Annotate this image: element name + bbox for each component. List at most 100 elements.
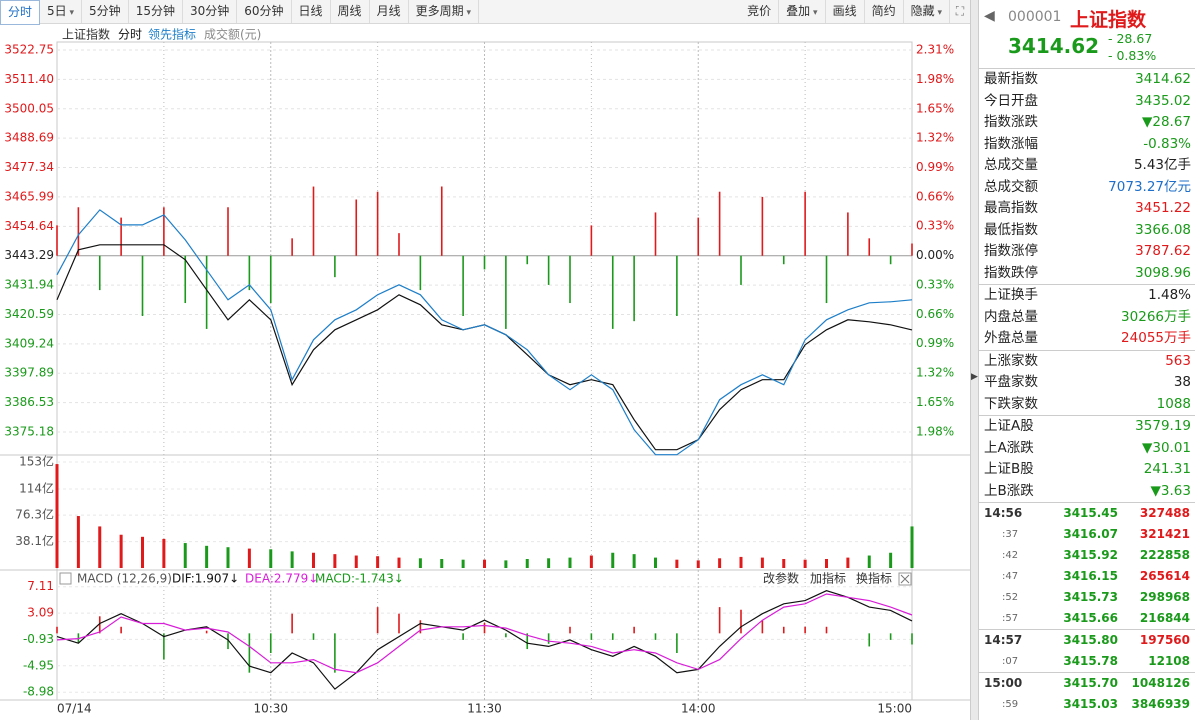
- period-button[interactable]: 60分钟: [237, 0, 292, 23]
- volume-bar: [333, 554, 337, 568]
- volume-bar: [247, 548, 251, 568]
- y2-tick-label: 1.32%: [916, 366, 954, 380]
- stat-value: 1.48%: [1148, 287, 1191, 303]
- volume-bar: [547, 558, 551, 568]
- period-button[interactable]: 15分钟: [129, 0, 183, 23]
- y2-tick-label: 1.98%: [916, 72, 954, 86]
- volume-bar: [760, 557, 764, 568]
- volume-bar: [55, 464, 59, 568]
- stat-row: 上B涨跌 ▼3.63: [978, 481, 1195, 503]
- stat-row: 上证换手 1.48%: [978, 285, 1195, 307]
- volume-bar: [205, 545, 209, 568]
- period-button[interactable]: 更多周期: [409, 0, 479, 23]
- stat-label: 今日开盘: [984, 92, 1038, 109]
- legend-entry: 领先指标: [148, 27, 196, 42]
- tool-button[interactable]: 竞价: [740, 0, 780, 23]
- stat-group: 上证换手 1.48% 内盘总量 30266万手 外盘总量 24055万手: [978, 285, 1195, 351]
- tool-button[interactable]: 简约: [865, 0, 904, 23]
- stat-label: 指数涨幅: [984, 135, 1038, 152]
- volume-bar: [568, 557, 572, 568]
- trade-price: 3415.73: [1063, 590, 1118, 604]
- indicator-button[interactable]: 加指标: [810, 571, 846, 586]
- indicator-button[interactable]: 换指标: [856, 571, 892, 586]
- stat-value: 5.43亿手: [1133, 157, 1191, 173]
- trade-volume: 321421: [1139, 527, 1190, 541]
- y-tick-label: 7.11: [27, 579, 54, 593]
- tool-button[interactable]: 画线: [826, 0, 865, 23]
- period-button[interactable]: 5分钟: [82, 0, 129, 23]
- y2-tick-label: 1.65%: [916, 395, 954, 409]
- volume-bar: [440, 558, 444, 568]
- trade-volume: 327488: [1139, 506, 1190, 520]
- volume-bar: [354, 555, 358, 568]
- stat-value: 3451.22: [1135, 200, 1191, 216]
- volume-bar: [589, 555, 593, 568]
- spacer: [479, 0, 740, 23]
- trade-row: :59 3415.03 3846939: [978, 694, 1195, 715]
- trade-time: 14:56: [984, 506, 1023, 520]
- stat-row: 指数涨跌 ▼28.67: [978, 112, 1195, 134]
- trade-volume: 298968: [1139, 590, 1190, 604]
- tool-button[interactable]: 叠加: [779, 0, 826, 23]
- stat-value: 3366.08: [1135, 221, 1191, 238]
- trade-time: :59: [1002, 699, 1019, 710]
- y-tick-label: 3454.64: [4, 219, 54, 233]
- macd-value: DIF:1.907↓: [172, 572, 239, 586]
- y2-tick-label: 1.32%: [916, 131, 954, 145]
- volume-bar: [504, 560, 508, 568]
- y-tick-label: 3386.53: [4, 395, 54, 409]
- stat-value: ▼30.01: [1141, 439, 1191, 456]
- y2-tick-label: 0.99%: [916, 160, 954, 174]
- stat-value: ▼28.67: [1141, 114, 1191, 130]
- stat-label: 上证B股: [984, 461, 1034, 477]
- volume-bar: [889, 552, 893, 568]
- stat-value: 1088: [1156, 395, 1191, 412]
- y2-tick-label: 0.00%: [916, 248, 954, 262]
- volume-bar: [654, 557, 657, 568]
- toolbar: 分时5日5分钟15分钟30分钟60分钟日线周线月线更多周期 竞价叠加画线简约隐藏 ⛶: [0, 0, 970, 25]
- trade-time: :42: [1002, 550, 1019, 561]
- period-button[interactable]: 周线: [331, 0, 370, 23]
- trade-time: :57: [1002, 613, 1019, 624]
- quote-panel: ◀ 000001 上证指数 3414.62 - 28.67 - 0.83% 最新…: [978, 0, 1195, 720]
- stat-row: 上A涨跌 ▼30.01: [978, 438, 1195, 460]
- period-button[interactable]: 30分钟: [183, 0, 238, 23]
- trade-time: :47: [1002, 571, 1019, 582]
- volume-bar: [183, 543, 187, 568]
- indicator-button[interactable]: 改参数: [763, 571, 799, 586]
- volume-bar: [226, 547, 230, 568]
- period-button[interactable]: 日线: [292, 0, 331, 23]
- collapse-strip[interactable]: ▶: [970, 0, 979, 720]
- macd-line: [56, 593, 913, 674]
- settings-icon: [59, 572, 72, 585]
- volume-bar: [846, 557, 850, 568]
- trade-price: 3415.92: [1063, 548, 1118, 562]
- stat-label: 最低指数: [984, 221, 1038, 238]
- trade-row: 14:57 3415.80 197560: [978, 629, 1195, 651]
- trade-volume: 216844: [1139, 611, 1190, 625]
- period-button[interactable]: 月线: [370, 0, 409, 23]
- volume-bar: [269, 549, 273, 568]
- stat-label: 平盘家数: [984, 374, 1038, 390]
- y-tick-label: 3397.89: [4, 366, 54, 380]
- stat-group: 上证A股 3579.19 上A涨跌 ▼30.01 上证B股 241.31 上B涨跌 ▼3.63: [978, 416, 1195, 503]
- trade-price: 3415.45: [1063, 506, 1118, 520]
- stat-label: 最高指数: [984, 200, 1038, 216]
- stat-value: 3414.62: [1135, 71, 1191, 87]
- stat-row: 内盘总量 30266万手: [978, 307, 1195, 329]
- fullscreen-icon[interactable]: ⛶: [955, 4, 965, 18]
- trades: 14:56 3415.45 327488 :37 3416.07 321421 :42 341…: [978, 503, 1195, 720]
- stat-label: 上涨家数: [984, 352, 1038, 369]
- tool-button[interactable]: 隐藏: [904, 0, 950, 23]
- trade-price: 3415.80: [1063, 633, 1118, 647]
- period-button[interactable]: 分时: [0, 0, 41, 25]
- prev-arrow[interactable]: ◀: [984, 8, 995, 24]
- volume-bar: [162, 538, 166, 568]
- y-tick-label: 114亿: [19, 481, 54, 496]
- quote-pct: - 0.83%: [1108, 48, 1157, 63]
- volume-bar: [782, 558, 786, 568]
- trade-row: :37 3416.07 321421: [978, 524, 1195, 545]
- stat-row: 平盘家数 38: [978, 372, 1195, 394]
- period-button[interactable]: 5日: [40, 0, 83, 23]
- stat-label: 上证A股: [984, 418, 1034, 434]
